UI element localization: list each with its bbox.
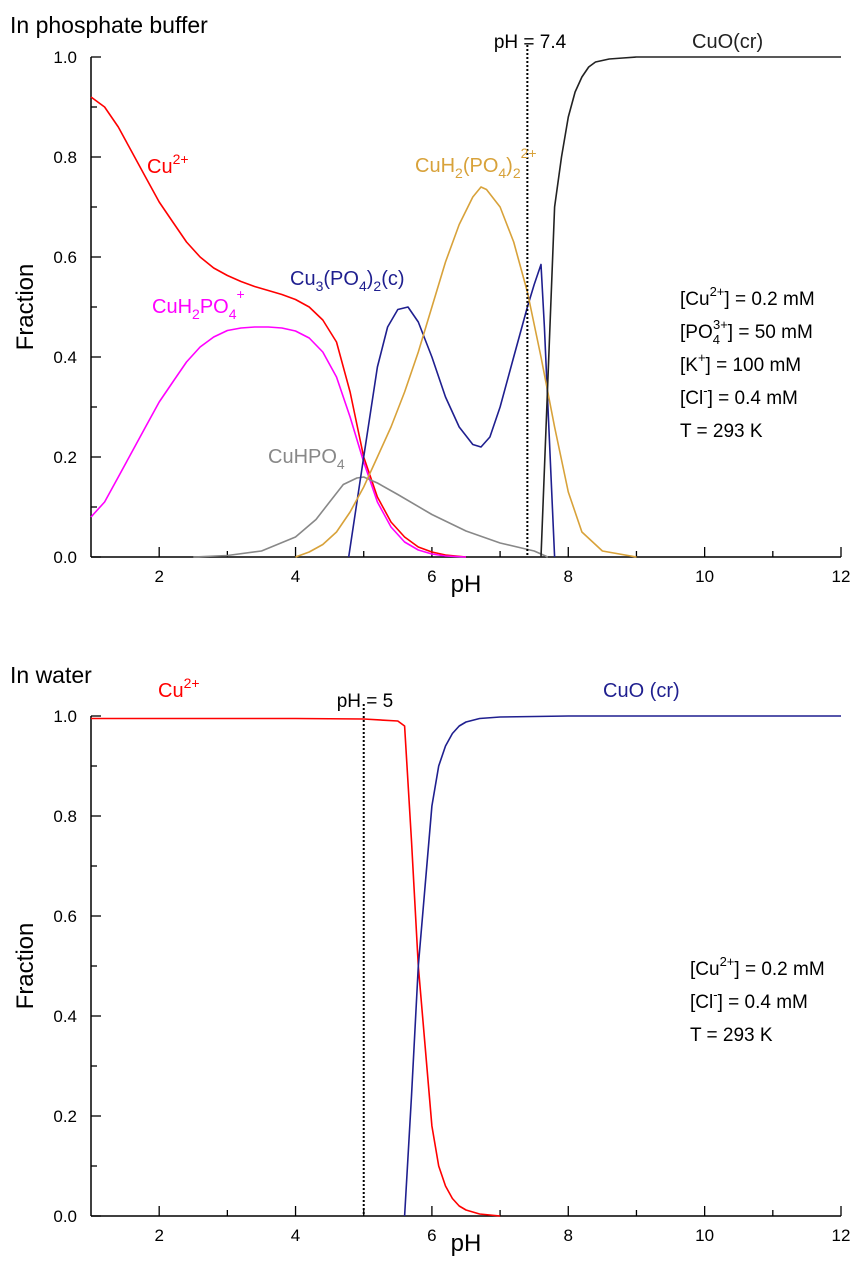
condition-line: [K+] = 100 mM (680, 350, 801, 376)
y-tick-label: 0.6 (53, 248, 77, 267)
species-label-cuo-cr: CuO (cr) (603, 680, 680, 702)
condition-line: [Cu2+] = 0.2 mM (680, 284, 815, 310)
y-tick-label: 0.4 (53, 348, 77, 367)
x-tick-label: 2 (154, 1226, 163, 1245)
y-tick-label: 0.4 (53, 1007, 77, 1026)
condition-line: [Cl-] = 0.4 mM (690, 987, 808, 1013)
x-tick-label: 10 (695, 567, 714, 586)
panel-water: In water 2 4 6 8 10 12 0.0 0.2 0.4 0.6 0.8 1.0 pH Frac… (10, 662, 850, 1257)
x-tick-label: 10 (695, 1226, 714, 1245)
species-label-cu2: Cu2+ (158, 675, 200, 702)
x-tick-label: 12 (832, 567, 851, 586)
x-tick-label: 12 (832, 1226, 851, 1245)
chart-title: In phosphate buffer (10, 12, 208, 38)
condition-line: [Cl-] = 0.4 mM (680, 383, 798, 409)
species-label-cuh2po4: CuH2PO4+ (152, 286, 245, 322)
y-tick-label: 0.8 (53, 148, 77, 167)
series-line-cuo-cr (403, 715, 841, 1217)
y-tick-label: 0.6 (53, 907, 77, 926)
condition-line: T = 293 K (680, 421, 763, 442)
y-tick-label: 0.0 (53, 1207, 77, 1226)
y-tick-label: 0.8 (53, 807, 77, 826)
y-axis-label: Fraction (12, 264, 39, 351)
x-tick-label: 2 (154, 567, 163, 586)
x-tick-label: 6 (427, 1226, 436, 1245)
y-axis-label: Fraction (12, 923, 39, 1010)
condition-line: [Cu2+] = 0.2 mM (690, 954, 825, 980)
species-label-cu3-po4-2-c: Cu3(PO4)2(c) (290, 268, 405, 294)
condition-line: T = 293 K (690, 1025, 773, 1046)
species-label-cuh2-po4-22: CuH2(PO4)22+ (415, 145, 537, 181)
condition-line: [PO43+] = 50 mM (680, 317, 813, 347)
x-tick-label: 8 (564, 1226, 573, 1245)
x-axis-label: pH (451, 1230, 482, 1257)
y-tick-label: 0.2 (53, 1107, 77, 1126)
series-line-cu2 (90, 96, 467, 558)
x-tick-label: 4 (291, 1226, 300, 1245)
species-label-cuhpo4: CuHPO4 (268, 446, 345, 472)
species-label-cuo-cr: CuO(cr) (692, 31, 763, 53)
series-line-cuh2-po4-22 (295, 186, 637, 558)
y-tick-label: 0.0 (53, 548, 77, 567)
series-line-cuhpo4 (193, 476, 549, 558)
reference-line-label: pH = 5 (337, 691, 394, 712)
series-line-cuo-cr (540, 56, 841, 558)
x-tick-label: 4 (291, 567, 300, 586)
panel-phosphate-buffer: In phosphate buffer 2 4 6 8 10 12 0.0 0.2 0.4 0.6 0… (10, 12, 850, 598)
series-line-cuh2po4 (90, 326, 467, 558)
x-tick-label: 8 (564, 567, 573, 586)
series-line-cu2 (91, 717, 501, 1217)
y-tick-label: 1.0 (53, 707, 77, 726)
species-label-cu2: Cu2+ (147, 151, 189, 178)
chart-title: In water (10, 662, 92, 688)
y-tick-label: 1.0 (53, 48, 77, 67)
reference-line-label: pH = 7.4 (494, 32, 567, 53)
series-line-cu3-po4-2-c (347, 263, 556, 558)
x-tick-label: 6 (427, 567, 436, 586)
y-tick-label: 0.2 (53, 448, 77, 467)
x-axis-label: pH (451, 571, 482, 598)
